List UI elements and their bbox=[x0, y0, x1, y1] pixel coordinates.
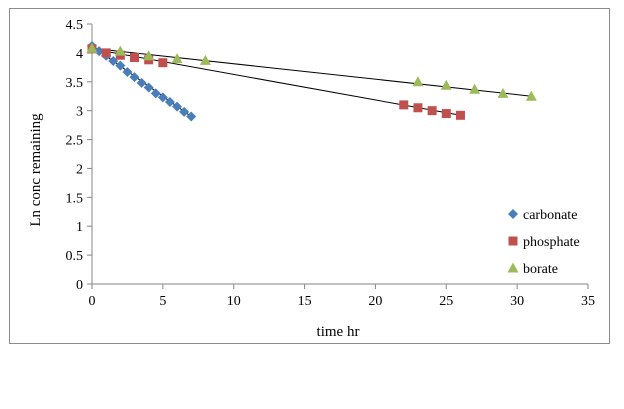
legend: carbonate phosphate borate bbox=[507, 208, 580, 277]
borate-point bbox=[497, 87, 509, 98]
phosphate-point bbox=[427, 106, 437, 116]
y-tick-label: 1.5 bbox=[66, 191, 84, 206]
borate-point bbox=[525, 90, 537, 101]
phosphate-point bbox=[101, 48, 111, 58]
carbonate-point bbox=[129, 72, 140, 83]
borate-point bbox=[171, 53, 183, 64]
legend-label-carbonate: carbonate bbox=[523, 208, 577, 223]
x-tick-label: 30 bbox=[510, 294, 524, 309]
carbonate-point bbox=[164, 97, 175, 107]
borate-point bbox=[440, 79, 452, 90]
borate-point bbox=[412, 76, 424, 87]
x-tick-label: 5 bbox=[159, 294, 166, 309]
axes: 0 5 10 15 20 25 30 35 0 0.5 1 1.5 2 2.5 3 3.5 4 4.5 bbox=[66, 18, 596, 309]
borate-point bbox=[199, 54, 211, 65]
carbonate-point bbox=[179, 106, 190, 117]
borate-point bbox=[114, 45, 126, 56]
y-tick-label: 4.5 bbox=[66, 18, 84, 33]
x-tick-label: 25 bbox=[439, 294, 453, 309]
carbonate-point bbox=[122, 66, 133, 77]
legend-label-phosphate: phosphate bbox=[523, 235, 580, 250]
borate-point bbox=[143, 50, 155, 61]
x-tick-label: 10 bbox=[227, 294, 241, 309]
phosphate-point bbox=[413, 103, 423, 113]
y-tick-label: 0.5 bbox=[66, 249, 84, 264]
carbonate-point bbox=[94, 46, 105, 57]
carbonate-point bbox=[186, 111, 197, 122]
carbonate-point bbox=[150, 88, 161, 99]
phosphate-point bbox=[441, 109, 451, 119]
phosphate-point bbox=[455, 110, 465, 120]
borate-point bbox=[86, 42, 98, 53]
legend-label-borate: borate bbox=[523, 262, 558, 277]
carbonate-point bbox=[108, 55, 119, 66]
y-tick-label: 2.5 bbox=[66, 134, 84, 149]
y-tick-label: 4 bbox=[76, 47, 83, 62]
carbonate-point bbox=[136, 77, 147, 88]
legend-marker-carbonate bbox=[508, 209, 518, 219]
trendlines bbox=[91, 45, 532, 117]
y-tick-label: 3.5 bbox=[66, 76, 84, 91]
legend-marker-borate bbox=[507, 262, 519, 273]
phosphate-point bbox=[130, 53, 140, 63]
y-tick-label: 1 bbox=[76, 220, 83, 235]
carbonate-point bbox=[172, 101, 183, 112]
x-tick-label: 35 bbox=[581, 294, 595, 309]
x-tick-label: 0 bbox=[89, 294, 96, 309]
x-tick-label: 15 bbox=[298, 294, 312, 309]
borate-trendline bbox=[91, 47, 532, 97]
borate-point bbox=[469, 83, 481, 94]
carbonate-point bbox=[143, 82, 154, 93]
y-axis-title: Ln conc remaining bbox=[28, 113, 44, 227]
phosphate-point bbox=[399, 100, 409, 110]
phosphate-point bbox=[158, 58, 168, 68]
data-points bbox=[86, 40, 537, 122]
x-axis-title: time hr bbox=[317, 324, 360, 340]
legend-marker-phosphate bbox=[508, 236, 518, 246]
y-tick-label: 2 bbox=[76, 162, 83, 177]
x-tick-label: 20 bbox=[368, 294, 382, 309]
chart-frame bbox=[9, 8, 610, 344]
carbonate-point bbox=[157, 92, 168, 103]
y-tick-label: 0 bbox=[76, 278, 83, 293]
y-tick-label: 3 bbox=[76, 105, 83, 120]
carbonate-point bbox=[115, 60, 126, 71]
